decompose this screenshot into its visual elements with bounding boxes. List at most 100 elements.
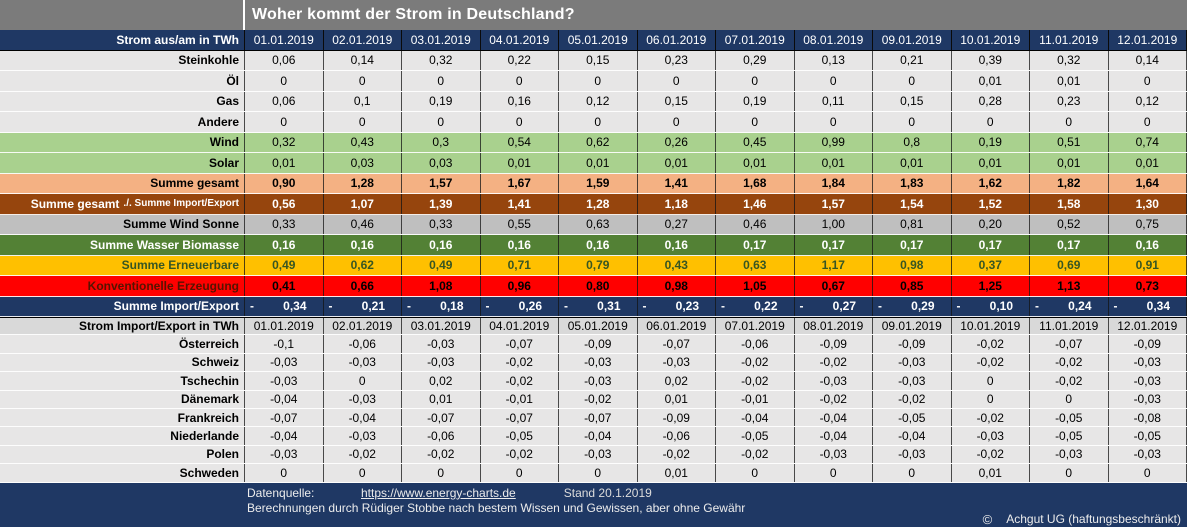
value-cell: 0,20 <box>952 214 1030 234</box>
value-cell: 0,12 <box>1109 91 1187 111</box>
value-cell: 1,62 <box>952 173 1030 193</box>
value-cell: -0,07 <box>245 408 324 427</box>
value-cell: -0,09 <box>795 335 873 353</box>
value-cell: 0 <box>952 112 1030 132</box>
value-cell: 0 <box>402 464 481 482</box>
value-cell: -0,02 <box>402 445 481 464</box>
value-cell: 0,46 <box>324 214 402 234</box>
value-cell: -0,07 <box>402 408 481 427</box>
value-cell: -0,05 <box>481 427 559 445</box>
value-cell: 0,19 <box>716 91 795 111</box>
value-cell: 1,82 <box>1030 173 1109 193</box>
value-cell: 0,12 <box>559 91 638 111</box>
import-export-date-header: 10.01.2019 <box>952 318 1030 335</box>
value-cell: 1,18 <box>638 194 716 214</box>
value-cell: 0,01 <box>481 153 559 173</box>
value-cell: 0 <box>795 71 873 91</box>
value-cell: -0,09 <box>559 335 638 353</box>
value-cell: 0 <box>245 464 324 482</box>
import-export-date-header: 02.01.2019 <box>324 318 402 335</box>
import-export-row-schweiz: Schweiz -0,03 -0,03 -0,03 -0,02 -0,03 -0,03 -0,… <box>0 353 1187 373</box>
value-cell: 0,67 <box>795 276 873 296</box>
import-export-date-header: 11.01.2019 <box>1030 318 1109 335</box>
generation-date-header: 05.01.2019 <box>559 30 638 50</box>
value-cell: -0,03 <box>795 372 873 390</box>
value-cell: 0,69 <box>1030 255 1109 275</box>
value-cell: 0,16 <box>1109 235 1187 255</box>
value-cell: 0,51 <box>1030 132 1109 152</box>
row-label: Schweiz <box>0 353 245 372</box>
value-cell: 0 <box>952 390 1030 408</box>
value-cell: -0,29 <box>873 296 952 316</box>
import-export-row-frankreich: Frankreich -0,07 -0,04 -0,07 -0,07 -0,07 -0,09… <box>0 408 1187 428</box>
value-cell: 0,01 <box>952 464 1030 482</box>
value-cell: -0,02 <box>559 390 638 408</box>
disclaimer-text: Berechnungen durch Rüdiger Stobbe nach b… <box>247 501 746 516</box>
value-cell: 0,74 <box>1109 132 1187 152</box>
value-cell: 0,32 <box>1030 50 1109 70</box>
value-cell: 0 <box>638 112 716 132</box>
value-cell: 0 <box>402 112 481 132</box>
value-cell: 0,45 <box>716 132 795 152</box>
value-cell: 0,99 <box>795 132 873 152</box>
value-cell: 0,73 <box>1109 276 1187 296</box>
value-cell: 0,46 <box>716 214 795 234</box>
value-cell: 0,01 <box>1030 153 1109 173</box>
value-cell: -0,09 <box>638 408 716 427</box>
import-export-row-tschechin: Tschechin -0,03 0 0,02 -0,02 -0,03 0,02 -0,02 -0… <box>0 372 1187 391</box>
value-cell: 0,43 <box>638 255 716 275</box>
value-cell: 0,01 <box>638 464 716 482</box>
value-cell: -0,02 <box>716 372 795 390</box>
value-cell: 0,63 <box>559 214 638 234</box>
value-cell: 0,8 <box>873 132 952 152</box>
value-cell: -0,04 <box>324 408 402 427</box>
value-cell: -0,09 <box>1109 335 1187 353</box>
value-cell: -0,04 <box>716 408 795 427</box>
source-link[interactable]: https://www.energy-charts.de <box>361 485 516 500</box>
value-cell: -0,02 <box>1030 372 1109 390</box>
value-cell: -0,05 <box>1109 427 1187 445</box>
value-cell: -0,03 <box>559 445 638 464</box>
value-cell: 0,32 <box>245 132 324 152</box>
value-cell: 0 <box>1109 112 1187 132</box>
value-cell: 0 <box>873 71 952 91</box>
value-cell: 0,01 <box>638 153 716 173</box>
value-cell: 1,54 <box>873 194 952 214</box>
value-cell: 0 <box>1030 464 1109 482</box>
value-cell: 0 <box>716 71 795 91</box>
value-cell: 1,83 <box>873 173 952 193</box>
generation-row-wind: Wind 0,32 0,43 0,3 0,54 0,62 0,26 0,45 0,99 0,8 0,… <box>0 132 1187 153</box>
generation-row-ol: Öl 0 0 0 0 0 0 0 0 0 0,01 0,01 0 <box>0 71 1187 92</box>
value-cell: -0,07 <box>481 335 559 353</box>
value-cell: 0 <box>324 71 402 91</box>
value-cell: -0,03 <box>1109 390 1187 408</box>
value-cell: 1,41 <box>481 194 559 214</box>
generation-date-header: 11.01.2019 <box>1030 30 1109 50</box>
value-cell: -0,02 <box>1030 353 1109 372</box>
value-cell: -0,02 <box>716 353 795 372</box>
value-cell: 0,33 <box>402 214 481 234</box>
value-cell: 1,08 <box>402 276 481 296</box>
value-cell: -0,02 <box>324 445 402 464</box>
value-cell: 1,46 <box>716 194 795 214</box>
value-cell: -0,01 <box>481 390 559 408</box>
value-cell: 0,01 <box>638 390 716 408</box>
value-cell: -0,03 <box>638 353 716 372</box>
value-cell: -0,02 <box>481 445 559 464</box>
value-cell: 0,41 <box>245 276 324 296</box>
value-cell: 0 <box>481 71 559 91</box>
value-cell: -0,27 <box>795 296 873 316</box>
import-export-date-header: 04.01.2019 <box>481 318 559 335</box>
value-cell: -0,02 <box>952 353 1030 372</box>
value-cell: 0,21 <box>873 50 952 70</box>
value-cell: 0,03 <box>324 153 402 173</box>
value-cell: -0,03 <box>559 372 638 390</box>
value-cell: 0,49 <box>402 255 481 275</box>
row-label: Gas <box>0 91 245 111</box>
value-cell: 0 <box>245 112 324 132</box>
generation-row-steinkohle: Steinkohle 0,06 0,14 0,32 0,22 0,15 0,23 0,29 0,… <box>0 50 1187 71</box>
value-cell: 0,26 <box>638 132 716 152</box>
value-cell: 1,17 <box>795 255 873 275</box>
import-export-date-header: 01.01.2019 <box>245 318 324 335</box>
